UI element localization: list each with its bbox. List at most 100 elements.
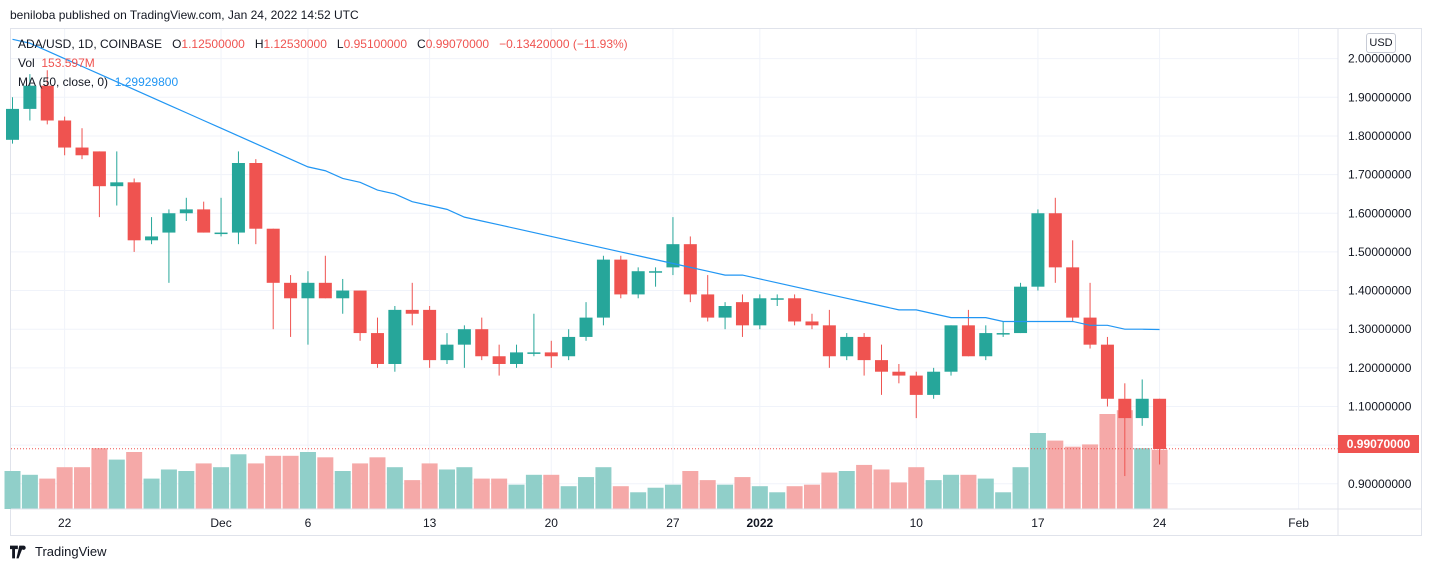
- chart-legend: ADA/USD, 1D, COINBASE O1.12500000 H1.125…: [18, 35, 628, 92]
- volume-bar: [664, 484, 681, 509]
- candle-body: [110, 182, 124, 187]
- candle-body: [318, 282, 332, 299]
- candle-body: [231, 163, 245, 233]
- candle-body: [457, 329, 471, 345]
- y-tick-label: 2.00000000: [1348, 52, 1412, 66]
- volume-bar: [786, 486, 803, 509]
- volume-bar: [995, 492, 1012, 509]
- volume-bar: [803, 484, 820, 509]
- candle-body: [162, 213, 176, 233]
- ma-label: MA (50, close, 0): [18, 75, 109, 89]
- candle-body: [753, 298, 767, 326]
- y-tick-label: 1.90000000: [1348, 90, 1412, 104]
- candle-body: [1135, 398, 1149, 419]
- y-tick-label: 0.90000000: [1348, 477, 1412, 491]
- candle-body: [214, 232, 228, 235]
- volume-bar: [195, 463, 212, 509]
- volume-bar: [178, 471, 195, 509]
- volume-bar: [1151, 449, 1168, 509]
- volume-bar: [821, 472, 838, 509]
- footer: TradingView: [10, 544, 107, 559]
- candle-body: [840, 336, 854, 357]
- volume-bar: [873, 469, 890, 509]
- ohlc-row: ADA/USD, 1D, COINBASE O1.12500000 H1.125…: [18, 35, 628, 54]
- volume-bar: [1029, 433, 1046, 509]
- volume-bar: [352, 463, 369, 509]
- candle-body: [92, 151, 106, 187]
- volume-bar: [682, 471, 699, 509]
- volume-bar: [439, 469, 455, 509]
- candle-body: [405, 309, 419, 314]
- ma-value: 1.29929800: [114, 75, 179, 89]
- low-value: 0.95100000: [343, 37, 408, 51]
- close-label: C: [417, 37, 426, 51]
- volume-bar: [282, 455, 299, 509]
- volume-bar: [213, 467, 230, 509]
- x-tick-label: 10: [910, 516, 924, 530]
- footer-brand[interactable]: TradingView: [35, 544, 107, 559]
- volume-bar: [925, 480, 942, 509]
- volume-bar: [108, 459, 125, 509]
- candle-body: [927, 371, 941, 395]
- volume-bar: [1082, 444, 1099, 509]
- ma-row: MA (50, close, 0) 1.29929800: [18, 73, 628, 92]
- candle-body: [249, 163, 263, 229]
- volume-bar: [230, 454, 247, 509]
- volume-bar: [74, 467, 91, 509]
- x-tick-label: Dec: [210, 516, 231, 530]
- y-tick-label: 1.50000000: [1348, 245, 1412, 259]
- change-value: −0.13420000 (−11.93%): [499, 37, 628, 51]
- x-tick-label: 6: [305, 516, 312, 530]
- candle-body: [596, 259, 610, 318]
- volume-bar: [404, 480, 421, 509]
- candle-body: [145, 236, 159, 241]
- candle-body: [336, 290, 350, 299]
- candle-body: [857, 336, 871, 361]
- volume-bar: [977, 478, 994, 509]
- y-tick-label: 1.80000000: [1348, 129, 1412, 143]
- candle-body: [75, 147, 89, 156]
- high-value: 1.12530000: [263, 37, 327, 51]
- volume-bar: [21, 474, 38, 509]
- volume-bar: [578, 477, 595, 509]
- candle-body: [892, 371, 906, 376]
- volume-bar: [4, 471, 21, 509]
- volume-bar: [143, 478, 160, 509]
- candle-body: [631, 271, 645, 295]
- volume-bar: [525, 474, 542, 509]
- candle-body: [1014, 286, 1028, 334]
- candle-body: [510, 352, 524, 364]
- volume-bar: [890, 482, 907, 509]
- candle-body: [284, 282, 298, 299]
- volume-bar: [369, 457, 386, 509]
- candle-body: [179, 209, 193, 214]
- symbol-label: ADA/USD, 1D, COINBASE: [18, 37, 163, 51]
- volume-bar: [299, 452, 316, 509]
- volume-bar: [56, 467, 73, 509]
- volume-bar: [247, 463, 264, 509]
- open-label: O: [172, 37, 182, 51]
- candle-body: [1153, 398, 1167, 450]
- x-tick-label: 24: [1153, 516, 1167, 530]
- currency-button[interactable]: USD: [1366, 33, 1396, 53]
- volume-bar: [456, 467, 473, 509]
- volume-bar: [699, 480, 716, 509]
- candle-body: [718, 306, 732, 318]
- candle-body: [614, 259, 628, 295]
- y-tick-label: 1.20000000: [1348, 361, 1412, 375]
- volume-bar: [543, 474, 560, 509]
- volume-row: Vol 153.597M: [18, 54, 628, 73]
- volume-bar: [473, 478, 490, 509]
- volume-bar: [943, 474, 960, 509]
- candle-body: [1031, 213, 1045, 287]
- volume-bar: [1012, 467, 1029, 509]
- volume-bar: [265, 455, 282, 509]
- tradingview-logo-icon: [10, 545, 26, 558]
- candle-body: [579, 317, 593, 337]
- candle-body: [527, 352, 541, 354]
- volume-bar: [91, 448, 108, 509]
- candle-body: [388, 309, 402, 364]
- ma-line: [12, 38, 1160, 331]
- volume-bar: [908, 467, 925, 509]
